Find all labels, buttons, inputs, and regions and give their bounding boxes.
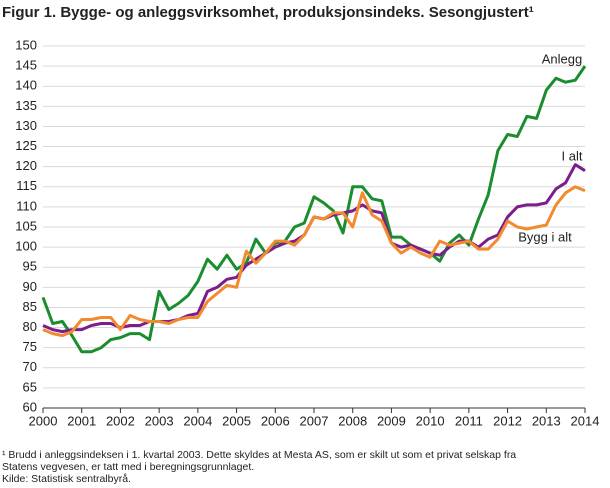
y-tick-label: 115 — [16, 178, 37, 193]
y-tick-label: 150 — [15, 37, 37, 52]
x-tick-label: 2011 — [455, 413, 483, 428]
x-tick-label: 2003 — [145, 413, 174, 428]
y-tick-label: 135 — [15, 98, 37, 113]
y-tick-label: 130 — [15, 118, 37, 133]
x-tick-label: 2002 — [106, 413, 135, 428]
y-tick-label: 145 — [15, 58, 37, 73]
series-line — [42, 185, 586, 338]
y-tick-label: 70 — [23, 359, 37, 374]
y-tick-label: 140 — [15, 78, 37, 93]
x-tick-label: 2001 — [67, 413, 96, 428]
x-tick-label: 2013 — [532, 413, 561, 428]
x-tick-label: 2014 — [571, 413, 600, 428]
y-tick-label: 105 — [15, 218, 37, 233]
x-tick-label: 2007 — [300, 413, 329, 428]
footnote: ¹ Brudd i anleggsindeksen i 1. kvartal 2… — [2, 449, 516, 461]
x-tick-label: 2004 — [183, 413, 212, 428]
chart-title: Figur 1. Bygge- og anleggsvirksomhet, pr… — [2, 4, 534, 21]
y-tick-label: 80 — [23, 319, 37, 334]
x-tick-label: 2008 — [338, 413, 367, 428]
y-tick-label: 75 — [23, 339, 37, 354]
y-tick-label: 100 — [15, 239, 37, 254]
y-tick-label: 85 — [23, 299, 37, 314]
y-tick-label: 90 — [23, 279, 37, 294]
series-line — [42, 163, 586, 334]
series-label: I alt — [562, 148, 583, 163]
x-tick-label: 2005 — [222, 413, 251, 428]
y-tick-label: 65 — [23, 379, 37, 394]
x-tick-label: 2010 — [416, 413, 445, 428]
series-label: Bygg i alt — [518, 229, 572, 244]
y-tick-label: 125 — [15, 138, 37, 153]
footnote: Statens vegvesen, er tatt med i beregnin… — [2, 461, 254, 473]
x-tick-label: 2000 — [29, 413, 58, 428]
y-tick-label: 120 — [15, 158, 37, 173]
y-tick-label: 60 — [23, 399, 37, 414]
x-tick-label: 2009 — [377, 413, 406, 428]
footnote: Kilde: Statistisk sentralbyrå. — [2, 473, 131, 485]
x-tick-label: 2012 — [493, 413, 522, 428]
series-line — [41, 65, 587, 354]
y-tick-label: 110 — [16, 198, 37, 213]
series-label: Anlegg — [542, 51, 582, 66]
x-tick-label: 2006 — [261, 413, 290, 428]
y-tick-label: 95 — [23, 259, 37, 274]
